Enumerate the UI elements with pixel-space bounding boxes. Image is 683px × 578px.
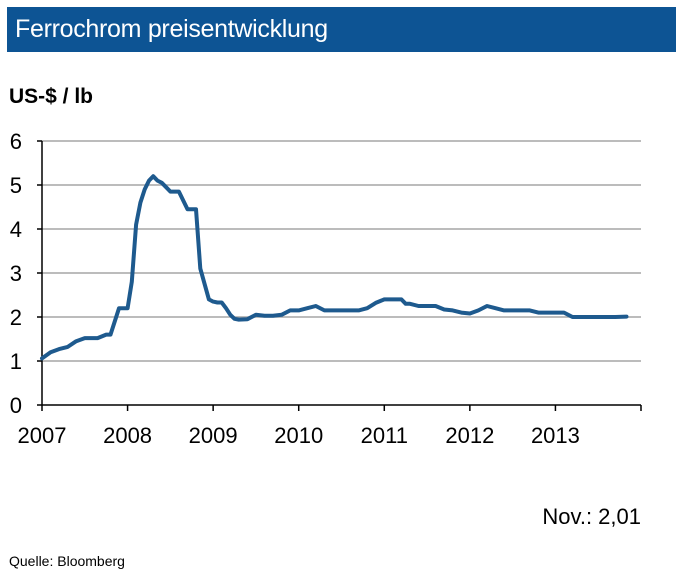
x-tick-label: 2007 bbox=[18, 423, 67, 448]
x-tick-label: 2012 bbox=[445, 423, 494, 448]
price-line bbox=[40, 174, 629, 361]
y-axis-unit-label: US-$ / lb bbox=[9, 85, 94, 108]
y-tick-label: 3 bbox=[10, 261, 22, 286]
chart-title: Ferrochrom preisentwicklung bbox=[15, 15, 328, 43]
title-bar: Ferrochrom preisentwicklung bbox=[7, 7, 676, 52]
source-note: Quelle: Bloomberg bbox=[9, 553, 125, 569]
y-tick-label: 1 bbox=[10, 349, 22, 374]
x-tick-label: 2011 bbox=[361, 423, 408, 448]
x-tick-label: 2013 bbox=[531, 423, 580, 448]
y-tick-label: 0 bbox=[10, 393, 22, 418]
y-tick-label: 2 bbox=[10, 305, 22, 330]
y-tick-label: 4 bbox=[10, 217, 22, 242]
x-tick-label: 2010 bbox=[274, 423, 323, 448]
x-tick-label: 2008 bbox=[103, 423, 152, 448]
latest-value-note: Nov.: 2,01 bbox=[542, 504, 641, 529]
y-tick-label: 5 bbox=[10, 173, 22, 198]
x-tick-label: 2009 bbox=[189, 423, 238, 448]
y-tick-label: 6 bbox=[10, 129, 22, 154]
